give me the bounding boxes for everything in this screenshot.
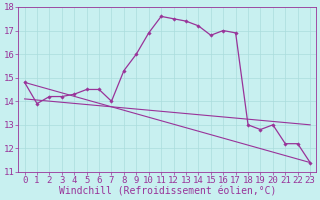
X-axis label: Windchill (Refroidissement éolien,°C): Windchill (Refroidissement éolien,°C) <box>59 187 276 197</box>
